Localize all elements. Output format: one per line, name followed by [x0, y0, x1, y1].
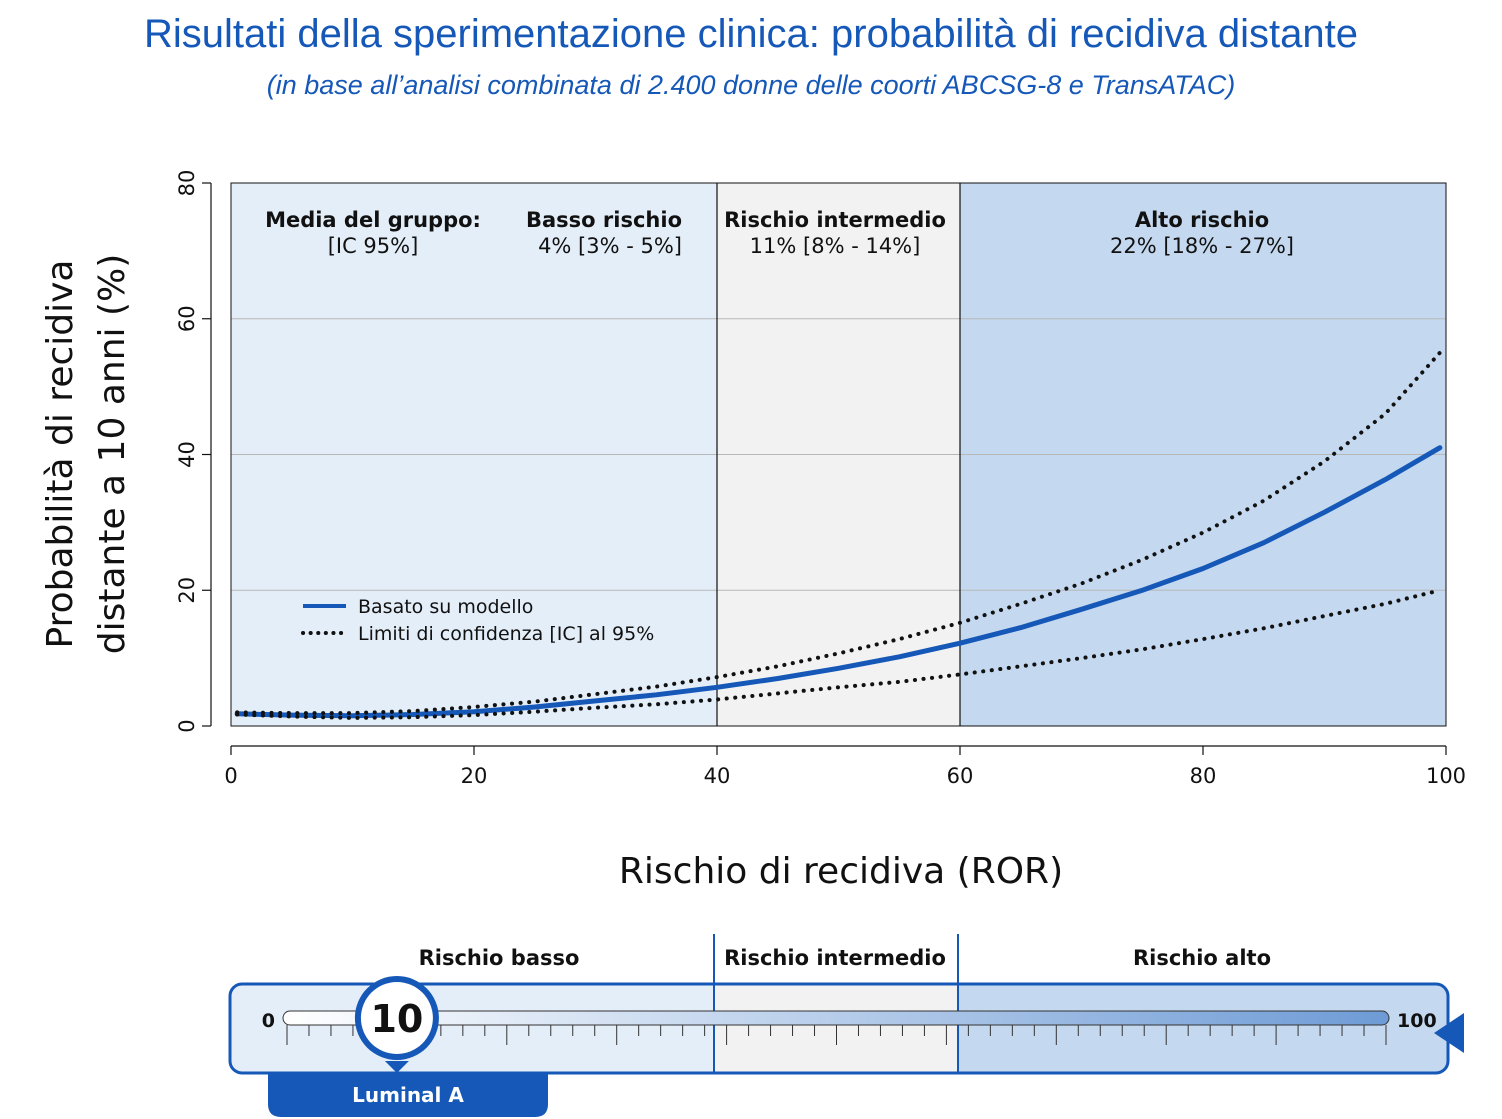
page-title: Risultati della sperimentazione clinica:…	[144, 12, 1358, 56]
legend-label-ci: Limiti di confidenza [IC] al 95%	[358, 623, 654, 645]
score-value: 10	[370, 997, 423, 1041]
series-line-0	[234, 445, 1443, 719]
scale-ticks	[286, 1025, 1387, 1045]
page-subtitle: (in base all’analisi combinata di 2.400 …	[266, 70, 1236, 100]
legend: Basato su modello Limiti di confidenza […	[301, 596, 654, 645]
scale-pointer-icon	[1434, 1013, 1464, 1053]
scale-zone-label-mid: Rischio intermedio	[724, 946, 946, 970]
scale-zone-low-edge	[700, 984, 714, 1073]
mid-risk-name: Rischio intermedio	[724, 208, 946, 232]
score-marker: 10	[354, 976, 439, 1073]
x-tick-label-80: 80	[1190, 764, 1217, 788]
y-tick-label-20: 20	[175, 577, 199, 604]
scale-zone-label-high: Rischio alto	[1133, 946, 1271, 970]
plot-frame	[230, 182, 1447, 727]
series-line-1	[235, 350, 1442, 716]
y-axis-title: Probabilità di recidiva distante a 10 an…	[40, 254, 133, 655]
legend-label-model: Basato su modello	[358, 596, 533, 618]
y-tick-label-80: 80	[175, 170, 199, 197]
x-tick-label-20: 20	[461, 764, 488, 788]
scale-max-label: 100	[1397, 1010, 1437, 1032]
high-risk-value: 22% [18% - 27%]	[1110, 234, 1294, 258]
y-tick-label-40: 40	[175, 441, 199, 468]
series-line-2	[235, 588, 1442, 720]
group-heading: Media del gruppo:	[265, 208, 481, 232]
high-risk-name: Alto rischio	[1135, 208, 1269, 232]
x-axis: 0 20 40 60 80 100	[224, 745, 1466, 788]
y-tick-label-0: 0	[175, 719, 199, 732]
score-marker-face	[360, 982, 433, 1054]
subtype-label: Luminal A	[352, 1083, 464, 1107]
x-tick-label-60: 60	[947, 764, 974, 788]
x-axis-title: Rischio di recidiva (ROR)	[619, 851, 1063, 892]
axes: 0 20 40 60 80 100 0 20 40 60 80	[175, 170, 1466, 788]
plot-area	[230, 182, 1447, 727]
score-marker-pointer-icon	[384, 1061, 409, 1073]
low-risk-name: Basso rischio	[526, 208, 682, 232]
subtype-badge	[268, 1073, 548, 1117]
y-tick-label-60: 60	[175, 305, 199, 332]
zone-annotations: Media del gruppo: [IC 95%] Basso rischio…	[265, 208, 1294, 258]
scale-gradient-bar	[282, 1010, 1390, 1026]
scale-zone-high	[958, 984, 1448, 1073]
risk-scale: Rischio basso Rischio intermedio Rischio…	[228, 934, 1464, 1117]
y-axis-title-line-1: Probabilità di recidiva	[40, 260, 81, 649]
scale-min-label: 0	[262, 1010, 275, 1032]
x-tick-label-0: 0	[224, 764, 237, 788]
y-axis: 0 20 40 60 80	[175, 170, 212, 733]
low-risk-value: 4% [3% - 5%]	[538, 234, 682, 258]
scale-zone-label-low: Rischio basso	[419, 946, 580, 970]
x-tick-label-40: 40	[704, 764, 731, 788]
x-tick-label-100: 100	[1426, 764, 1466, 788]
scale-zone-high-edge	[958, 984, 972, 1073]
mid-risk-value: 11% [8% - 14%]	[750, 234, 921, 258]
scale-zone-low	[230, 984, 714, 1073]
y-axis-title-line-2: distante a 10 anni (%)	[92, 254, 133, 655]
group-subheading: [IC 95%]	[328, 234, 419, 258]
